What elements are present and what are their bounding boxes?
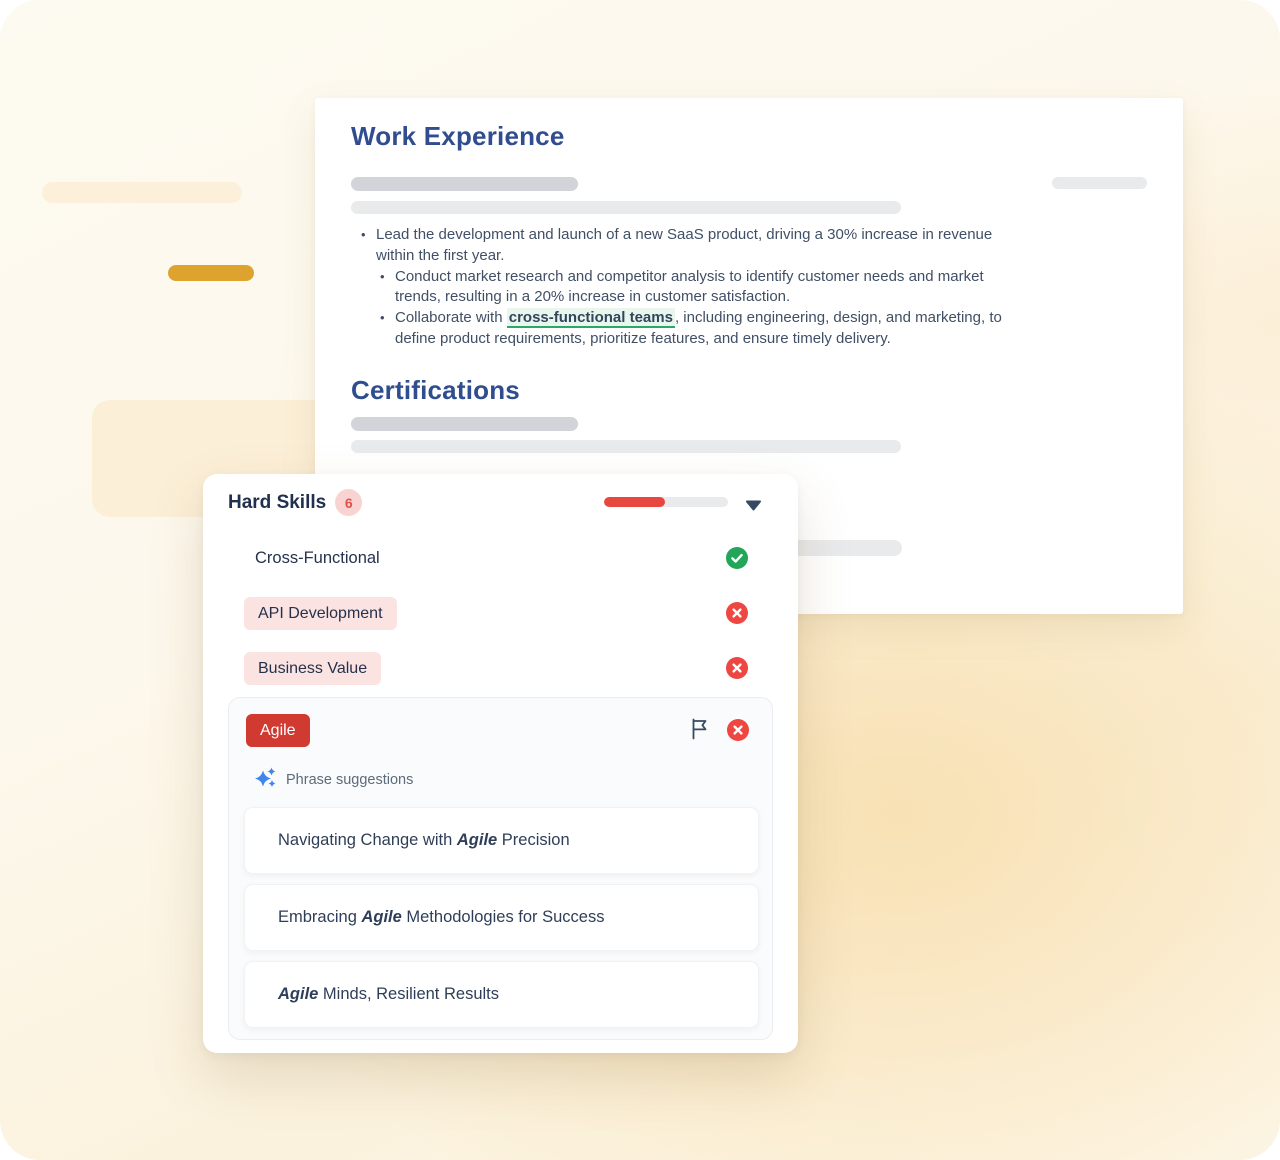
- decor-pill-light: [42, 182, 242, 203]
- suggestion-text: Minds, Resilient Results: [318, 985, 499, 1003]
- work-experience-title: Work Experience: [351, 121, 565, 151]
- phrase-suggestion-item[interactable]: Agile Minds, Resilient Results: [244, 961, 759, 1028]
- work-experience-bullets: Lead the development and launch of a new…: [359, 225, 1004, 350]
- collapse-caret-icon[interactable]: [745, 498, 762, 511]
- skills-progress-bar: [604, 497, 728, 507]
- skill-count-badge: 6: [335, 489, 363, 516]
- phrase-suggestions-header: Phrase suggestions: [254, 766, 413, 794]
- work-bullet: Lead the development and launch of a new…: [359, 225, 1004, 267]
- x-circle-icon[interactable]: [726, 657, 748, 679]
- panel-header: Hard Skills 6: [228, 489, 363, 516]
- check-circle-icon[interactable]: [726, 547, 748, 569]
- decor-pill-gold: [168, 265, 254, 281]
- skill-tag-business-value[interactable]: Business Value: [244, 652, 382, 685]
- sparkles-icon: [254, 766, 277, 794]
- suggestion-keyword: Agile: [278, 985, 319, 1003]
- skeleton-line: [351, 440, 901, 453]
- work-bullet: Collaborate with cross-functional teams,…: [378, 308, 1004, 350]
- panel-title: Hard Skills: [228, 492, 327, 513]
- skills-progress-fill: [604, 497, 665, 507]
- skeleton-line: [351, 201, 901, 214]
- x-circle-icon[interactable]: [726, 602, 748, 624]
- suggestion-keyword: Agile: [361, 908, 402, 926]
- certifications-title: Certifications: [351, 375, 520, 405]
- suggestion-text: Navigating Change with: [278, 831, 457, 849]
- skill-row-matched: Cross-Functional: [255, 549, 380, 567]
- suggestion-text: Methodologies for Success: [401, 908, 605, 926]
- flag-icon[interactable]: [688, 717, 709, 740]
- suggestion-text: Embracing: [278, 908, 362, 926]
- suggestion-keyword: Agile: [456, 831, 498, 849]
- skeleton-line: [1052, 177, 1147, 189]
- skill-tag-agile[interactable]: Agile: [246, 714, 310, 747]
- skeleton-line: [351, 177, 578, 191]
- active-skill-card: Agile Phrase suggestions Navigating Chan…: [228, 697, 773, 1040]
- skill-tag-api-development[interactable]: API Development: [244, 597, 397, 630]
- phrase-suggestion-item[interactable]: Embracing Agile Methodologies for Succes…: [244, 884, 759, 951]
- hard-skills-panel: Hard Skills 6 Cross-Functional API Devel…: [203, 474, 798, 1053]
- work-bullet: Conduct market research and competitor a…: [378, 267, 1004, 309]
- skeleton-line: [351, 417, 578, 431]
- suggestion-text: Precision: [497, 831, 570, 849]
- x-circle-icon[interactable]: [727, 719, 749, 741]
- phrase-suggestions-label: Phrase suggestions: [286, 772, 414, 788]
- bullet-text: Collaborate with: [395, 309, 507, 327]
- highlighted-keyword[interactable]: cross-functional teams: [506, 308, 675, 329]
- phrase-suggestion-item[interactable]: Navigating Change with Agile Precision: [244, 807, 759, 874]
- bullet-text: , including engineering, design, and mar…: [395, 309, 1002, 347]
